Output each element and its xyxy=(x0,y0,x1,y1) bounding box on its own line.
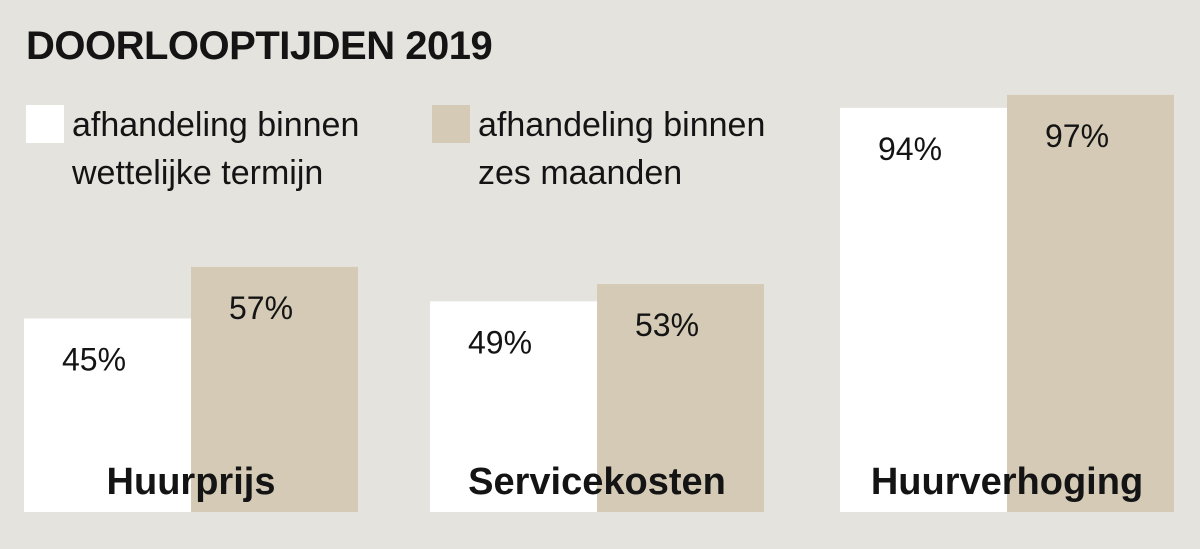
category-label-huurprijs: Huurprijs xyxy=(107,461,276,503)
bar-servicekosten-series-2 xyxy=(597,284,764,512)
data-label-huurprijs-series-2: 57% xyxy=(229,290,293,326)
legend-swatch-beige xyxy=(432,105,470,143)
bar-huurprijs-series-1 xyxy=(24,318,191,512)
legend-label: afhandeling binnen wettelijke termijn xyxy=(72,106,360,192)
category-label-huurverhoging: Huurverhoging xyxy=(871,461,1143,503)
data-label-huurverhoging-series-1: 94% xyxy=(878,131,942,167)
bar-servicekosten-series-1 xyxy=(430,301,597,512)
legend-item-zes-maanden: afhandeling binnen zes maanden xyxy=(432,101,818,197)
bar-huurverhoging-series-1 xyxy=(840,107,1007,513)
bar-huurprijs-series-2 xyxy=(191,266,358,512)
legend-label: afhandeling binnen zes maanden xyxy=(478,106,766,192)
data-label-servicekosten-series-1: 49% xyxy=(468,324,532,360)
data-label-huurverhoging-series-2: 97% xyxy=(1045,118,1109,154)
chart-title: DOORLOOPTIJDEN 2019 xyxy=(26,24,493,68)
data-label-servicekosten-series-2: 53% xyxy=(635,307,699,343)
legend-swatch-white xyxy=(26,105,64,143)
bar-huurverhoging-series-2 xyxy=(1007,94,1174,513)
data-label-huurprijs-series-1: 45% xyxy=(62,342,126,378)
legend-item-wettelijke-termijn: afhandeling binnen wettelijke termijn xyxy=(26,101,412,197)
category-label-servicekosten: Servicekosten xyxy=(468,461,726,503)
